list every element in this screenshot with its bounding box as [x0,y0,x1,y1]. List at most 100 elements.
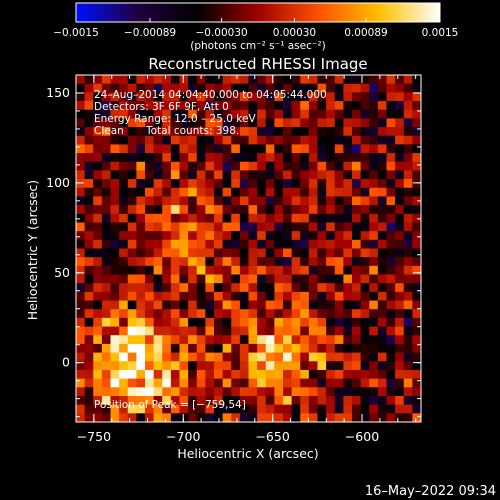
heatmap-cell [127,118,137,128]
heatmap-cell [127,239,137,249]
heatmap-cell [101,127,111,137]
heatmap-cell [412,248,421,258]
heatmap-cell [205,378,215,388]
heatmap-cell [274,92,284,102]
heatmap-cell [377,300,387,310]
heatmap-cell [136,378,146,388]
colorbar-tick-label-4: 0.00089 [344,27,387,39]
heatmap-cell [403,248,413,258]
heatmap-cell [257,170,267,180]
heatmap-cell [248,378,258,388]
heatmap-cell [214,118,224,128]
heatmap-cell [377,222,387,232]
heatmap-cell [326,118,336,128]
heatmap-cell [84,387,94,397]
heatmap-cell [334,109,344,119]
heatmap-cell [386,75,396,85]
heatmap-cell [386,300,396,310]
heatmap-cell [403,404,413,414]
heatmap-cell [196,369,206,380]
heatmap-cell [93,291,103,301]
heatmap-cell [196,153,206,163]
heatmap-cell [283,92,293,102]
heatmap-cell [403,153,413,163]
heatmap-cell [196,274,206,284]
heatmap-cell [188,239,198,249]
heatmap-cell [334,326,344,336]
heatmap-cell [308,135,318,145]
heatmap-cell [403,92,413,102]
detectors-text: Detectors: 3F 6F 9F, Att 0 [94,101,229,113]
heatmap-cell [283,395,293,406]
heatmap-cell [352,352,362,362]
heatmap-cell [162,395,172,406]
heatmap-cell [214,205,224,215]
heatmap-cell [369,170,379,180]
heatmap-cell [239,187,249,197]
heatmap-cell [360,239,370,249]
heatmap-cell [76,283,86,293]
heatmap-cell [377,144,387,154]
heatmap-cell [110,291,120,301]
heatmap-cell [369,101,379,111]
heatmap-cell [170,144,180,154]
heatmap-cell [101,75,111,85]
heatmap-cell [231,387,241,397]
heatmap-cell [76,291,86,301]
heatmap-cell [127,413,137,422]
heatmap-cell [317,361,327,371]
heatmap-cell [369,135,379,145]
heatmap-cell [265,413,275,422]
heatmap-cell [386,369,396,380]
heatmap-cell [84,413,94,422]
heatmap-cell [343,161,353,171]
heatmap-cell [222,283,232,293]
heatmap-cell [386,317,396,327]
heatmap-cell [93,179,103,189]
heatmap-cell [377,257,387,267]
heatmap-cell [248,387,258,397]
heatmap-cell [145,257,155,267]
heatmap-cell [93,135,103,145]
heatmap-cell [119,179,129,189]
heatmap-cell [334,153,344,163]
heatmap-cell [326,213,336,223]
heatmap-cell [343,213,353,223]
heatmap-cell [386,274,396,284]
heatmap-cell [93,317,103,327]
heatmap-cell [170,343,180,354]
heatmap-cell [265,213,275,223]
heatmap-cell [145,222,155,232]
heatmap-cell [153,83,163,93]
heatmap-cell [412,196,421,206]
heatmap-cell [360,118,370,128]
heatmap-cell [162,248,172,258]
heatmap-cell [119,413,129,422]
heatmap-cell [145,326,155,336]
heatmap-cell [291,291,301,301]
heatmap-cell [162,309,172,319]
heatmap-cell [196,135,206,145]
heatmap-cell [257,378,267,388]
heatmap-cell [101,248,111,258]
heatmap-cell [170,213,180,223]
heatmap-cell [110,265,120,275]
heatmap-cell [84,213,94,223]
heatmap-cell [93,257,103,267]
heatmap-cell [136,291,146,301]
heatmap-cell [412,343,421,354]
heatmap-cell [119,75,129,85]
heatmap-cell [274,369,284,380]
heatmap-cell [231,231,241,241]
heatmap-cell [101,361,111,371]
heatmap-cell [308,352,318,362]
heatmap-cell [110,361,120,371]
heatmap-cell [412,127,421,137]
heatmap-cell [196,317,206,327]
heatmap-cell [162,387,172,397]
heatmap-cell [127,248,137,258]
heatmap-cell [239,361,249,371]
heatmap-cell [205,239,215,249]
heatmap-cell [188,83,198,93]
heatmap-cell [162,170,172,180]
